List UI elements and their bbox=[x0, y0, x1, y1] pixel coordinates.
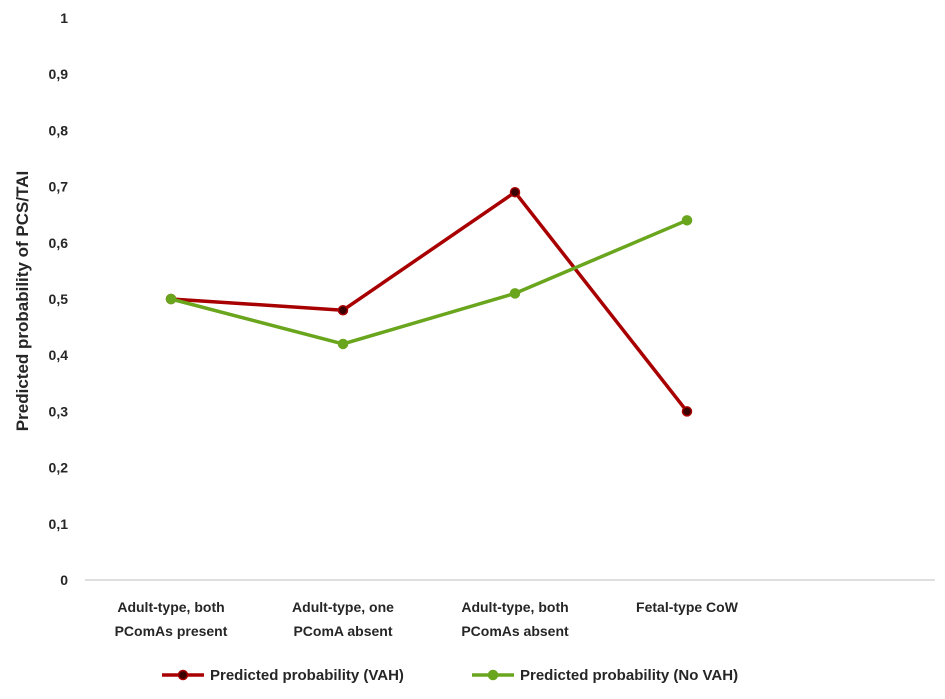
y-axis-label: Predicted probability of PCS/TAI bbox=[13, 171, 32, 431]
y-tick-label: 0,4 bbox=[49, 347, 69, 363]
y-tick-label: 0,5 bbox=[49, 291, 69, 307]
legend: Predicted probability (VAH) Predicted pro… bbox=[162, 667, 738, 684]
y-tick-label: 0,8 bbox=[49, 122, 69, 138]
data-point bbox=[681, 406, 693, 417]
x-tick-label: Adult-type, one PComA absent bbox=[292, 599, 394, 639]
data-point bbox=[337, 304, 349, 316]
series-0 bbox=[165, 186, 693, 417]
data-point bbox=[681, 215, 693, 226]
data-point bbox=[509, 186, 521, 198]
legend-swatch-marker bbox=[487, 669, 499, 681]
y-tick-label: 0,1 bbox=[49, 516, 69, 532]
x-tick-label: Adult-type, both PComAs present bbox=[115, 599, 228, 639]
series-layer bbox=[165, 186, 693, 417]
legend-swatch-marker bbox=[177, 669, 189, 681]
legend-entry: Predicted probability (No VAH) bbox=[520, 667, 738, 684]
y-tick-label: 0,6 bbox=[49, 235, 69, 251]
y-tick-label: 1 bbox=[60, 10, 68, 26]
series-line bbox=[170, 190, 689, 413]
series-1 bbox=[165, 215, 693, 350]
x-tick-label: Fetal-type CoW bbox=[636, 599, 739, 615]
y-tick-label: 0 bbox=[60, 572, 68, 588]
data-point bbox=[165, 293, 177, 305]
series-line bbox=[170, 218, 688, 346]
x-tick-label: Adult-type, both PComAs absent bbox=[461, 599, 569, 639]
legend-entry: Predicted probability (VAH) bbox=[210, 667, 404, 684]
y-tick-label: 0,2 bbox=[49, 460, 69, 476]
data-point bbox=[337, 338, 349, 350]
y-axis-ticks: 0 0,1 0,2 0,3 0,4 0,5 0,6 0,7 0,8 0,9 1 bbox=[49, 10, 69, 588]
y-tick-label: 0,7 bbox=[49, 179, 69, 195]
data-point bbox=[509, 288, 521, 299]
x-axis-categories: Adult-type, both PComAs present Adult-type… bbox=[115, 599, 739, 639]
y-tick-label: 0,3 bbox=[49, 403, 69, 419]
y-tick-label: 0,9 bbox=[49, 66, 69, 82]
